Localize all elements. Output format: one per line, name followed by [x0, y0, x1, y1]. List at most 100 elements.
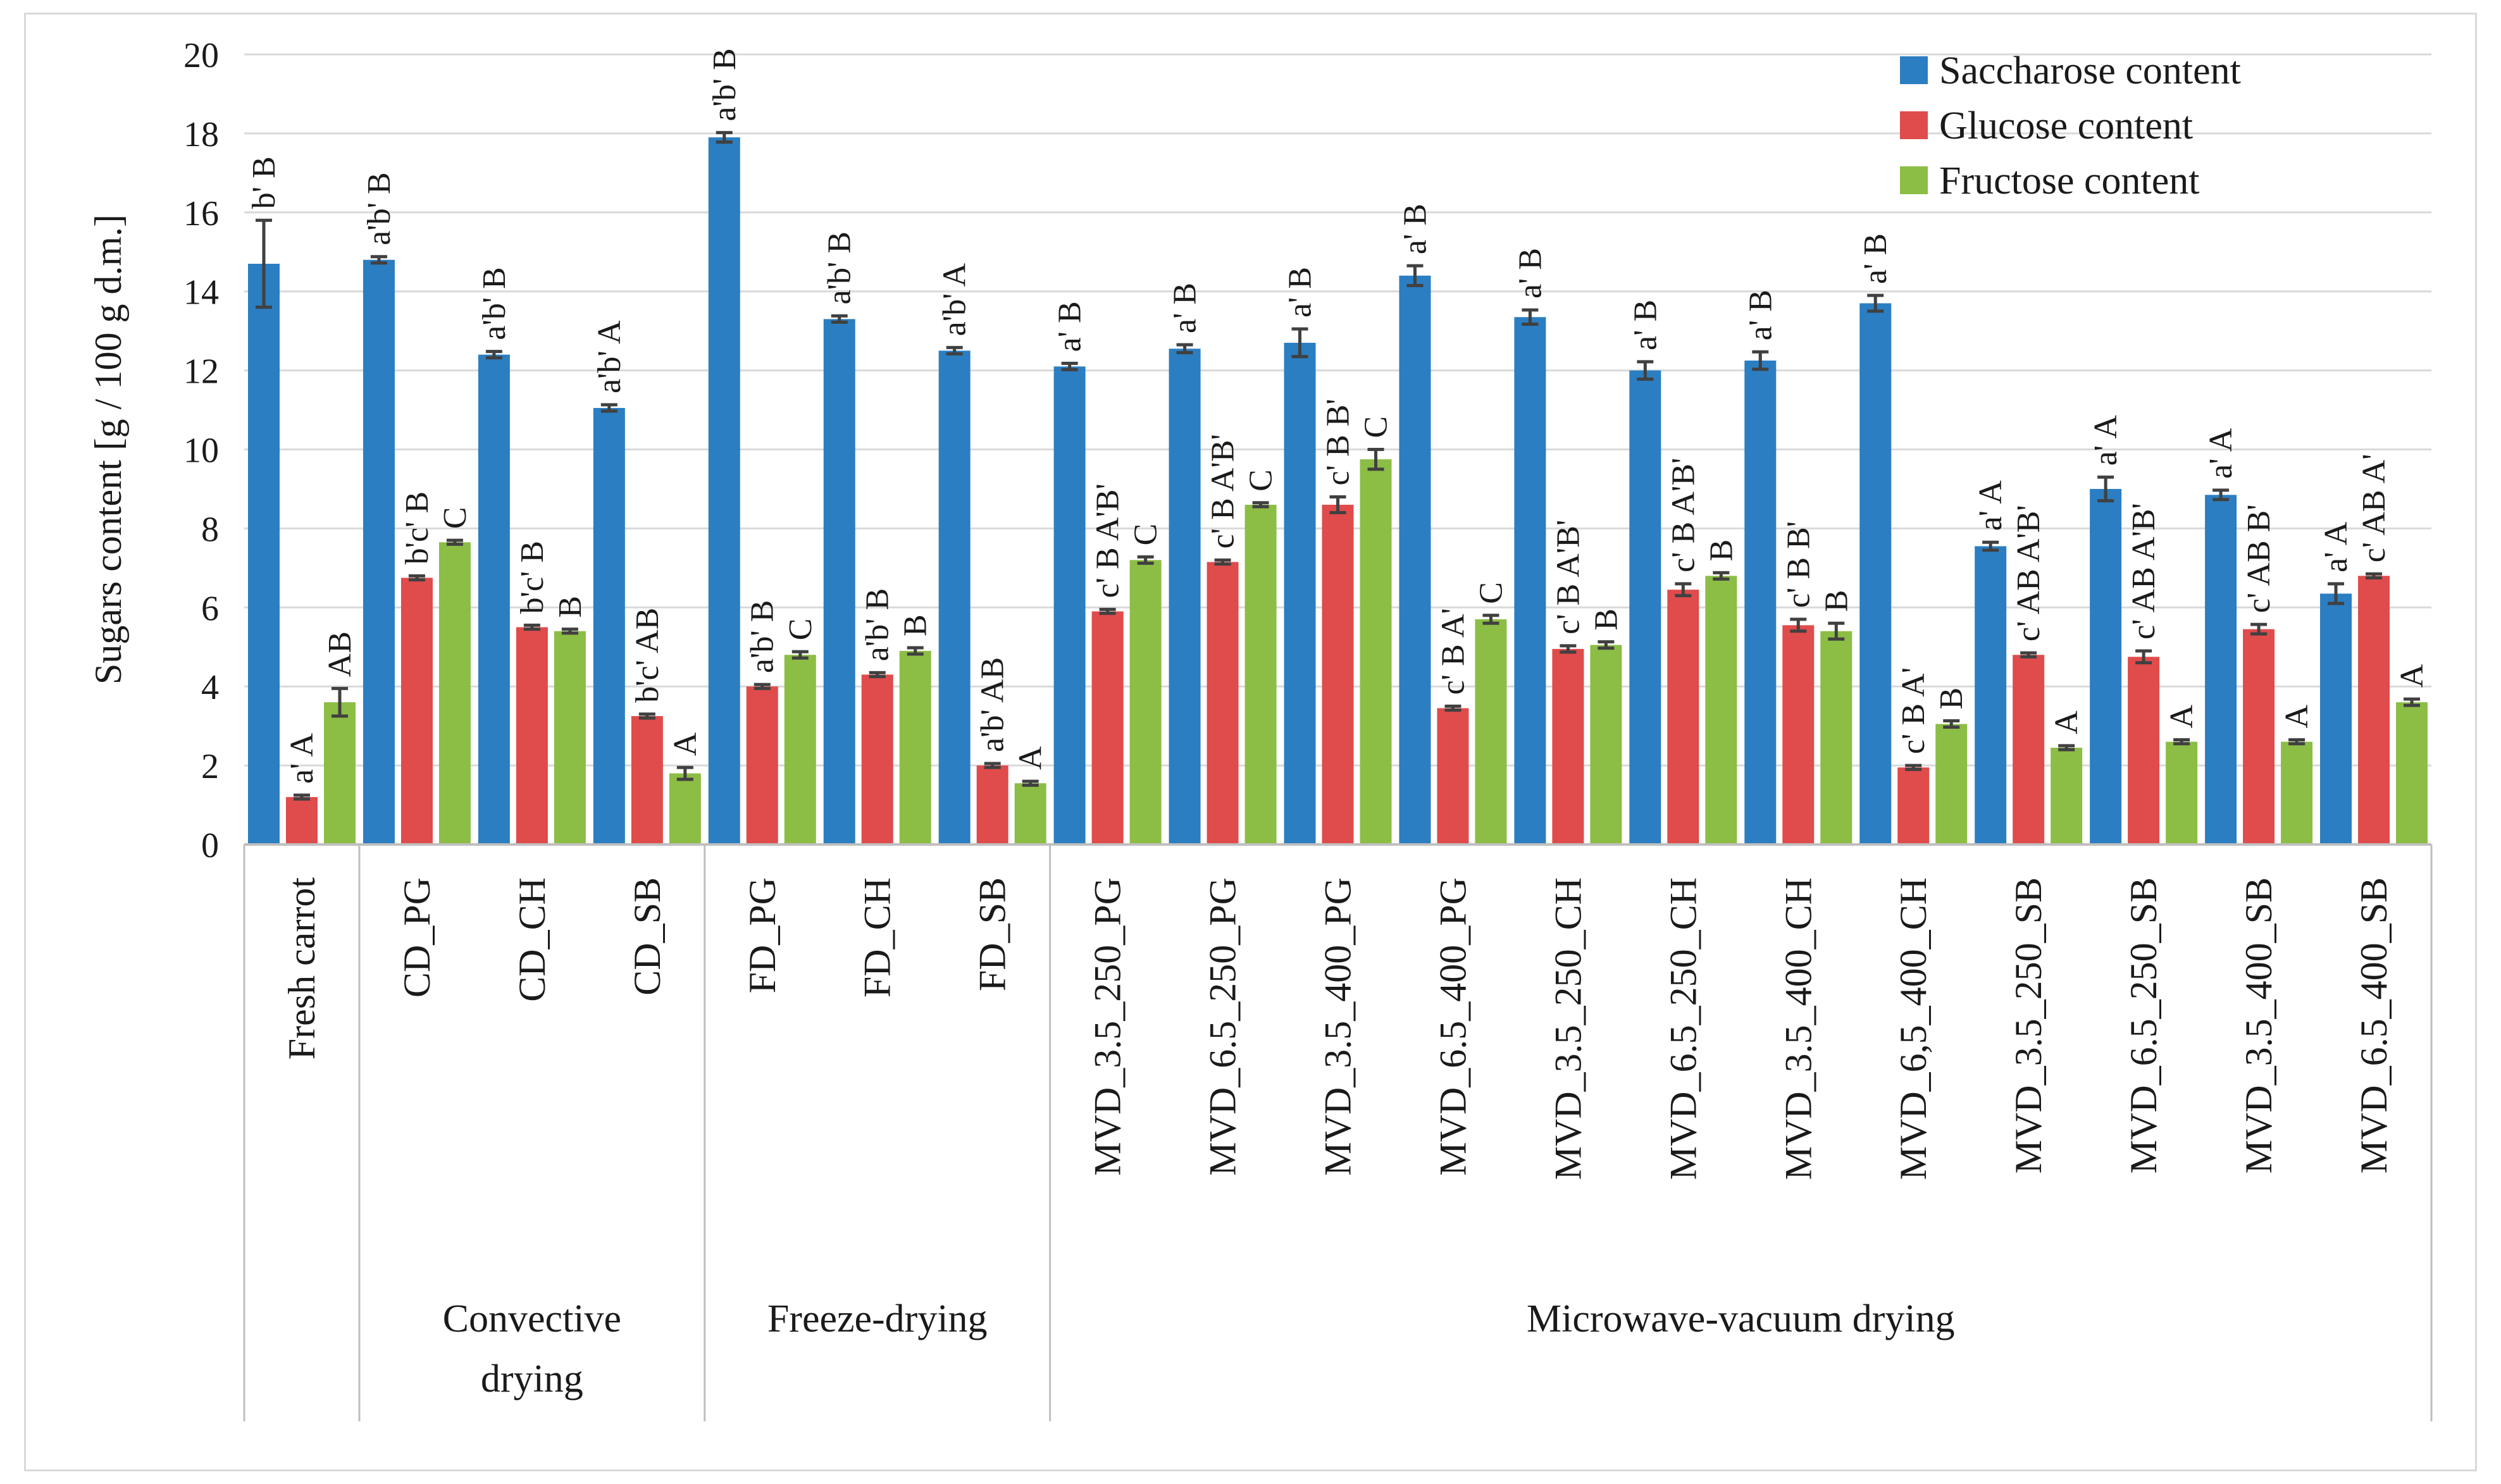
error-bar — [1061, 361, 1078, 371]
y-tick-label: 12 — [183, 352, 219, 392]
error-bar — [1637, 360, 1654, 381]
bar — [2051, 747, 2083, 844]
significance-label: B — [1933, 688, 1970, 710]
error-bar — [1137, 555, 1154, 565]
bar — [2358, 576, 2390, 844]
category-label: FD_PG — [742, 877, 783, 993]
bar — [400, 578, 433, 844]
error-bar — [869, 671, 886, 679]
significance-label: c' B B' — [1320, 399, 1356, 485]
bar — [976, 765, 1008, 844]
bar — [2205, 495, 2237, 844]
bar — [516, 627, 548, 844]
significance-label: c' AB A' — [2356, 454, 2392, 562]
sugars-bar-chart: b' B a'b' B a'b' B a'b' A a'b' B a'b' B a'b' A… — [87, 36, 2433, 1421]
bar — [1897, 767, 1930, 844]
bar — [2243, 629, 2275, 844]
error-bar — [1675, 582, 1692, 598]
bar — [1322, 504, 1354, 844]
significance-label: B — [552, 596, 588, 618]
significance-label: A — [1013, 746, 1049, 770]
error-bar — [2288, 738, 2306, 746]
bar — [2396, 702, 2428, 844]
error-bar — [2135, 649, 2152, 665]
significance-label: A — [2049, 710, 2085, 734]
category-label: MVD_6.5_250_PG — [1202, 877, 1244, 1176]
significance-label: A — [2394, 664, 2430, 688]
bar — [1514, 317, 1546, 845]
category-label: Fresh carrot — [281, 877, 323, 1060]
group-label: Freeze-drying — [767, 1297, 988, 1340]
bar — [1014, 783, 1046, 844]
significance-label: b'c' B — [514, 541, 550, 614]
error-bar — [1522, 308, 1539, 326]
bar — [1399, 275, 1431, 845]
bar — [1629, 370, 1661, 844]
category-label: MVD_6.5_250_SB — [2123, 877, 2164, 1173]
significance-label: a' A — [2203, 428, 2239, 479]
error-bar — [907, 646, 924, 656]
significance-label: C — [1473, 582, 1509, 604]
bar — [1169, 349, 1201, 844]
legend-swatch — [1900, 56, 1928, 84]
category-label: MVD_3.5_250_CH — [1547, 877, 1589, 1180]
bar — [899, 650, 931, 844]
bar — [1935, 724, 1968, 844]
significance-label: A — [667, 732, 704, 756]
category-label: FD_SB — [972, 877, 1014, 991]
bar — [784, 655, 816, 844]
significance-label: c' B A'B' — [1090, 483, 1126, 598]
legend: Saccharose content Glucose content Fructos… — [1900, 49, 2241, 202]
error-bar — [1482, 614, 1499, 625]
significance-label: c' B A' — [1896, 667, 1932, 754]
bars — [247, 137, 2428, 845]
legend-label: Saccharose content — [1939, 49, 2241, 92]
y-tick-label: 18 — [183, 115, 219, 154]
error-bar — [370, 255, 387, 265]
bar — [746, 686, 778, 844]
category-label: MVD_6,5_400_CH — [1892, 877, 1934, 1180]
significance-label: a' B — [1742, 290, 1778, 340]
significance-label: B — [1588, 609, 1624, 631]
y-tick-label: 2 — [201, 747, 219, 786]
error-bar — [485, 350, 502, 360]
significance-label: b' B — [246, 156, 282, 209]
error-bar — [1367, 448, 1384, 471]
category-label: FD_CH — [857, 877, 898, 998]
bar — [1975, 546, 2007, 844]
bar — [438, 542, 471, 844]
category-label: CD_CH — [511, 877, 553, 1002]
significance-label: c' B A'B' — [1665, 458, 1701, 572]
significance-label: a' B — [1627, 300, 1663, 350]
error-bar — [638, 712, 655, 720]
bar — [323, 702, 356, 844]
y-tick-label: 4 — [201, 668, 219, 707]
significance-label: a'b' AB — [975, 657, 1011, 752]
significance-label: c' B A' — [1435, 608, 1471, 695]
y-tick-label: 10 — [183, 431, 219, 471]
significance-label: a'b' B — [860, 588, 896, 662]
error-bar — [331, 686, 348, 718]
error-bar — [984, 762, 1001, 769]
error-bar — [716, 131, 733, 144]
legend-swatch — [1900, 111, 1928, 139]
significance-label: C — [437, 507, 473, 529]
error-bar — [1022, 779, 1039, 787]
error-bar — [2173, 738, 2190, 746]
legend-item: Glucose content — [1900, 104, 2193, 147]
significance-label: a' A — [2318, 521, 2354, 572]
error-bar — [2058, 744, 2075, 751]
error-bars — [255, 131, 2421, 801]
bar — [1667, 590, 1699, 844]
significance-label: b'c' AB — [630, 608, 666, 703]
error-bar — [1444, 704, 1462, 712]
bar — [1552, 648, 1584, 844]
significance-label: B — [898, 614, 934, 636]
y-tick-label: 20 — [183, 36, 219, 75]
significance-label: c' B B' — [1780, 521, 1816, 608]
category-label: CD_SB — [626, 877, 668, 996]
category-label: MVD_3.5_250_SB — [2008, 877, 2049, 1173]
error-bar — [1099, 607, 1116, 615]
category-label: MVD_3.5_400_PG — [1317, 877, 1359, 1176]
bar — [708, 137, 740, 844]
